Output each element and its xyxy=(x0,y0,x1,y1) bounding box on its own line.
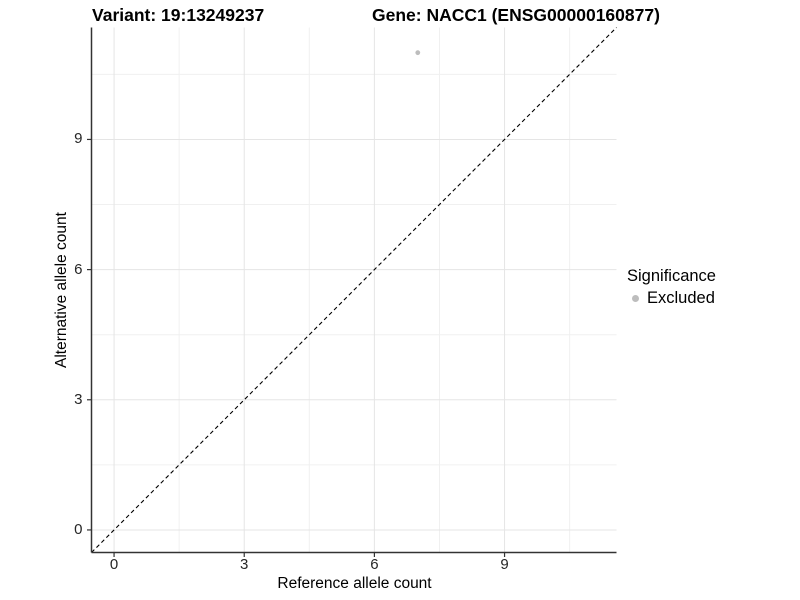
y-tick-label: 3 xyxy=(74,390,83,408)
legend-point-icon xyxy=(632,295,639,302)
identity-reference-line xyxy=(91,27,617,553)
x-axis-title: Reference allele count xyxy=(277,575,432,592)
legend-entry: Excluded xyxy=(627,289,716,308)
legend: Significance Excluded xyxy=(627,266,716,308)
y-tick-label: 6 xyxy=(74,260,83,278)
legend-entry-label: Excluded xyxy=(647,289,715,307)
y-tick-label: 9 xyxy=(74,130,83,148)
y-axis-title: Alternative allele count xyxy=(53,212,70,368)
x-tick-label: 0 xyxy=(109,556,119,573)
legend-key xyxy=(627,290,644,307)
y-tick-label: 0 xyxy=(74,520,83,538)
legend-title: Significance xyxy=(627,267,716,285)
x-tick-label: 6 xyxy=(370,556,379,573)
plot-title-variant: Variant: 19:13249237 xyxy=(92,5,265,25)
plot-title-gene: Gene: NACC1 (ENSG00000160877) xyxy=(372,5,660,25)
data-point xyxy=(415,50,421,56)
x-tick-label: 3 xyxy=(240,556,249,573)
x-tick-label: 9 xyxy=(500,556,509,573)
